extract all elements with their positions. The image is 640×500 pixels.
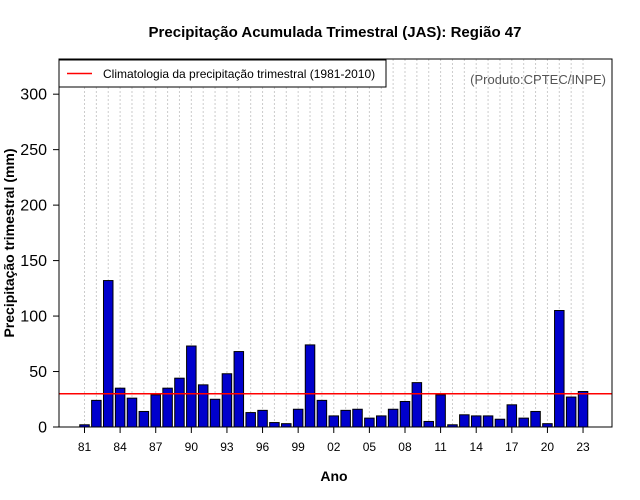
bar-2018 — [518, 417, 529, 428]
bar-2021 — [554, 310, 565, 428]
bar-1986 — [138, 410, 150, 428]
bar-1983 — [102, 280, 114, 428]
bar-2000 — [304, 344, 316, 428]
x-axis: 81 84 87 90 93 96 99 02 05 08 11 14 17 20 23 — [78, 427, 590, 454]
credit-text: (Produto:CPTEC/INPE) — [470, 72, 606, 87]
x-tick-label: 99 — [291, 440, 305, 454]
bar-1997 — [269, 422, 280, 428]
bar-1992 — [209, 398, 221, 428]
bar-1991 — [197, 384, 209, 428]
x-tick-label: 14 — [470, 440, 484, 454]
y-tick-label: 150 — [20, 253, 47, 270]
bar-2011 — [435, 394, 446, 428]
bar-2016 — [494, 418, 506, 428]
y-tick-label: 200 — [20, 198, 47, 215]
bar-2003 — [340, 409, 351, 428]
x-tick-label: 96 — [256, 440, 270, 454]
x-tick-label: 11 — [434, 440, 447, 454]
bar-2013 — [459, 414, 470, 428]
bar-2015 — [482, 415, 494, 428]
y-tick-label: 100 — [20, 309, 47, 326]
bar-1985 — [126, 397, 138, 428]
x-tick-label: 02 — [327, 440, 341, 454]
bar-2005 — [364, 417, 375, 428]
legend-box — [58, 59, 387, 88]
x-tick-label: 81 — [78, 440, 92, 454]
x-tick-label: 84 — [113, 440, 127, 454]
bar-2004 — [352, 408, 363, 428]
bar-2006 — [376, 415, 387, 428]
bar-2007 — [387, 408, 399, 428]
bar-1995 — [245, 412, 256, 428]
y-tick-label: 250 — [20, 142, 47, 159]
bar-1994 — [233, 351, 245, 428]
chart-title: Precipitação Acumulada Trimestral (JAS):… — [149, 24, 522, 41]
bar-2010 — [423, 420, 434, 428]
bar-1982 — [91, 399, 102, 428]
bar-1993 — [221, 373, 233, 428]
bar-2009 — [411, 382, 423, 428]
y-axis-label: Precipitação trimestral (mm) — [1, 148, 17, 337]
bar-2008 — [399, 400, 411, 428]
y-tick-label: 300 — [20, 87, 47, 104]
plot-frame — [58, 58, 613, 428]
bar-2014 — [470, 415, 482, 428]
bar-2017 — [506, 404, 518, 428]
y-axis: 0 50 100 150 200 250 300 — [20, 87, 59, 437]
x-tick-label: 90 — [185, 440, 199, 454]
y-tick-label: 50 — [29, 364, 47, 381]
x-tick-label: 23 — [576, 440, 590, 454]
bar-1999 — [292, 408, 304, 428]
bar-2023 — [577, 390, 589, 428]
bar-1989 — [174, 377, 185, 428]
bar-2019 — [530, 410, 541, 428]
bar-2001 — [316, 399, 328, 428]
x-tick-label: 87 — [149, 440, 163, 454]
x-tick-label: 93 — [220, 440, 234, 454]
bar-1990 — [186, 345, 197, 428]
legend-label: Climatologia da precipitação trimestral … — [103, 67, 375, 81]
y-tick-label: 0 — [38, 420, 47, 437]
bar-2002 — [328, 415, 340, 428]
grid — [84, 59, 584, 427]
x-tick-label: 08 — [398, 440, 412, 454]
x-tick-label: 20 — [541, 440, 555, 454]
bars — [79, 280, 589, 428]
x-tick-label: 17 — [505, 440, 519, 454]
bar-2022 — [565, 396, 577, 428]
bar-1996 — [257, 409, 268, 428]
bar-1987 — [150, 394, 161, 428]
legend: Climatologia da precipitação trimestral … — [58, 59, 387, 88]
x-tick-label: 05 — [363, 440, 377, 454]
x-axis-label: Ano — [320, 468, 347, 484]
